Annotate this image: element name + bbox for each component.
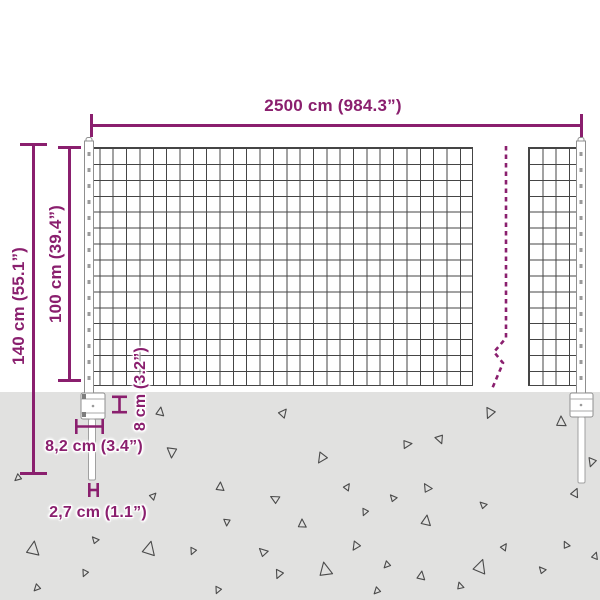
length-break-line xyxy=(490,146,508,390)
dim-anchor-height-label: 8 cm (3.2”) xyxy=(132,346,149,432)
mesh-panel-end xyxy=(528,147,586,386)
anchor-bracket-left xyxy=(80,392,106,420)
ground-debris xyxy=(14,406,598,595)
ground-spike-right xyxy=(577,416,586,484)
dim-total-height-line xyxy=(20,143,47,475)
post-right xyxy=(576,137,586,395)
dim-total-width-line xyxy=(90,114,583,137)
dim-spike-width-line xyxy=(88,483,99,497)
dim-anchor-height-line xyxy=(112,395,127,414)
dim-anchor-width-label: 8,2 cm (3.4”) xyxy=(45,438,143,455)
mesh-panel-main xyxy=(85,147,473,386)
ground-spike-left xyxy=(88,418,96,481)
dim-spike-width-label: 2,7 cm (1.1”) xyxy=(49,504,147,521)
dim-anchor-width-line xyxy=(75,419,104,434)
dim-fence-height-line xyxy=(58,146,81,382)
dim-total-height-label: 140 cm (55.1”) xyxy=(9,246,28,366)
post-left xyxy=(84,137,94,395)
dim-fence-height-label: 100 cm (39.4”) xyxy=(46,204,65,324)
anchor-bracket-right xyxy=(569,392,594,418)
dim-total-width-label: 2500 cm (984.3”) xyxy=(264,96,402,115)
